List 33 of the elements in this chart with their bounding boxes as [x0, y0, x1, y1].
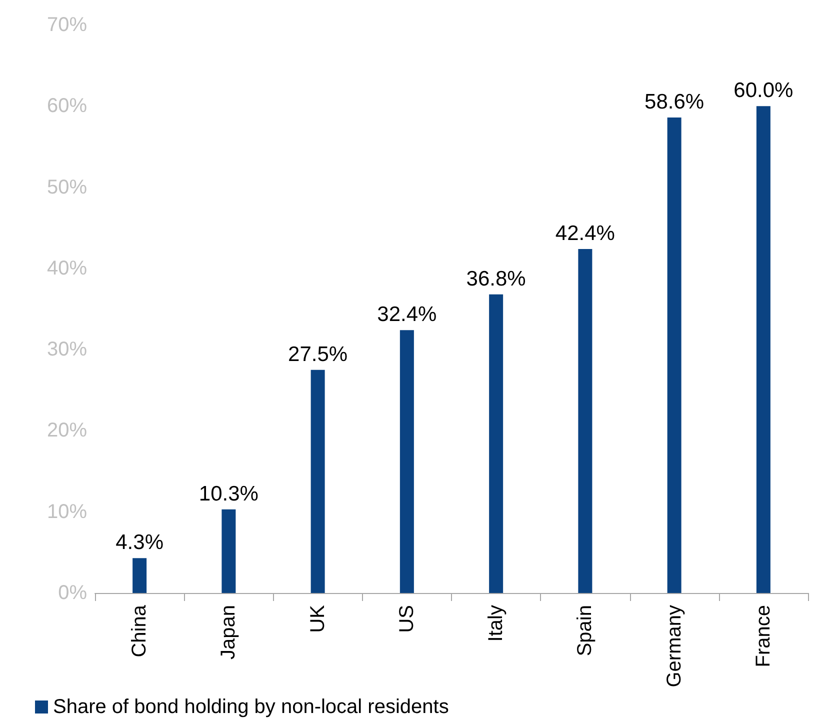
bar [667, 118, 682, 593]
x-tick-label: US [396, 605, 418, 633]
y-tick-label: 0% [58, 582, 88, 604]
y-tick-label: 10% [46, 500, 88, 523]
data-label: 60.0% [734, 79, 794, 102]
bar [132, 558, 147, 593]
x-tick-label: Germany [663, 605, 686, 688]
bar [310, 370, 325, 593]
x-tick-label: Spain [574, 605, 596, 656]
legend-label: Share of bond holding by non-local residents [53, 696, 449, 718]
data-label: 27.5% [288, 342, 348, 366]
y-tick-label: 20% [46, 420, 88, 442]
bar [489, 294, 504, 593]
data-label: 4.3% [116, 531, 164, 554]
data-label: 58.6% [644, 90, 704, 114]
bar [756, 106, 770, 593]
bar [222, 509, 236, 593]
data-label: 42.4% [555, 222, 615, 245]
x-tick-label: China [128, 604, 151, 658]
data-label: 36.8% [466, 267, 526, 290]
x-tick-label: France [752, 605, 774, 668]
data-label: 10.3% [198, 482, 258, 506]
y-tick-label: 40% [46, 257, 88, 280]
x-tick-label: Italy [485, 605, 508, 642]
y-tick-label: 70% [46, 14, 88, 36]
y-tick-label: 30% [46, 338, 88, 361]
y-tick-label: 50% [46, 176, 88, 198]
bar [578, 248, 592, 593]
bar [400, 330, 414, 593]
y-tick-label: 60% [46, 95, 88, 118]
x-tick-label: UK [306, 604, 329, 633]
x-tick-label: Japan [218, 605, 240, 660]
data-label: 32.4% [377, 303, 437, 326]
